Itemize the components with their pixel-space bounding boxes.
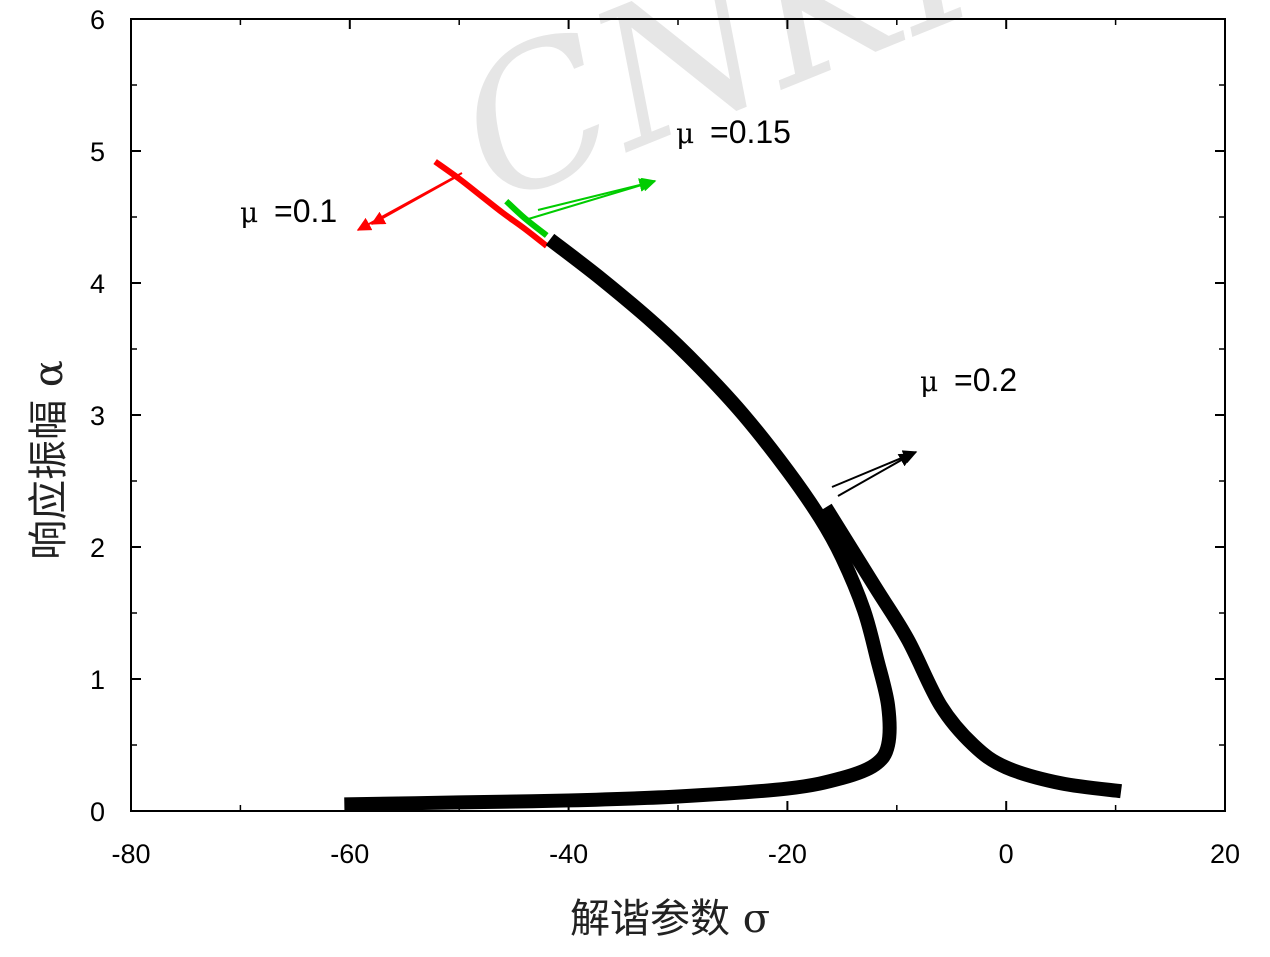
y-tick-label: 1 (90, 665, 105, 695)
annotation-mu: μ (920, 365, 938, 398)
series-line (433, 159, 549, 249)
y-tick-label: 5 (90, 137, 105, 167)
x-tick-label: -40 (549, 839, 588, 869)
annotation-arrow (370, 176, 457, 225)
annotation-mu: μ (676, 117, 694, 150)
x-axis-title: 解谐参数 σ (570, 896, 770, 942)
series-line (504, 198, 549, 238)
y-axis-title: 响应振幅 α (26, 360, 72, 560)
x-tick-label: 0 (999, 839, 1014, 869)
series-line (819, 503, 1122, 799)
series-line (344, 233, 897, 812)
x-tick-label: -60 (330, 839, 369, 869)
y-tick-label: 4 (90, 269, 105, 299)
x-tick-label: -20 (768, 839, 807, 869)
annotation-arrow (831, 450, 918, 488)
annotation-arrow (537, 178, 654, 211)
plot-area (344, 159, 1122, 812)
annotation-label: =0.2 (954, 362, 1017, 398)
y-tick-label: 2 (90, 533, 105, 563)
annotation-arrow (837, 453, 914, 497)
x-tick-label: -80 (111, 839, 150, 869)
annotation-label: =0.15 (710, 114, 791, 150)
y-tick-label: 3 (90, 401, 105, 431)
annotation-mu: μ (240, 196, 258, 229)
x-tick-label: 20 (1210, 839, 1240, 869)
y-tick-label: 6 (90, 5, 105, 35)
axes: -80 -60 -40 -20 0 20 0 1 2 3 4 5 6 (90, 5, 1240, 869)
annotation-label: =0.1 (274, 193, 337, 229)
annotations: μ =0.1 μ =0.15 μ =0.2 (240, 114, 1017, 497)
y-tick-label: 0 (90, 797, 105, 827)
